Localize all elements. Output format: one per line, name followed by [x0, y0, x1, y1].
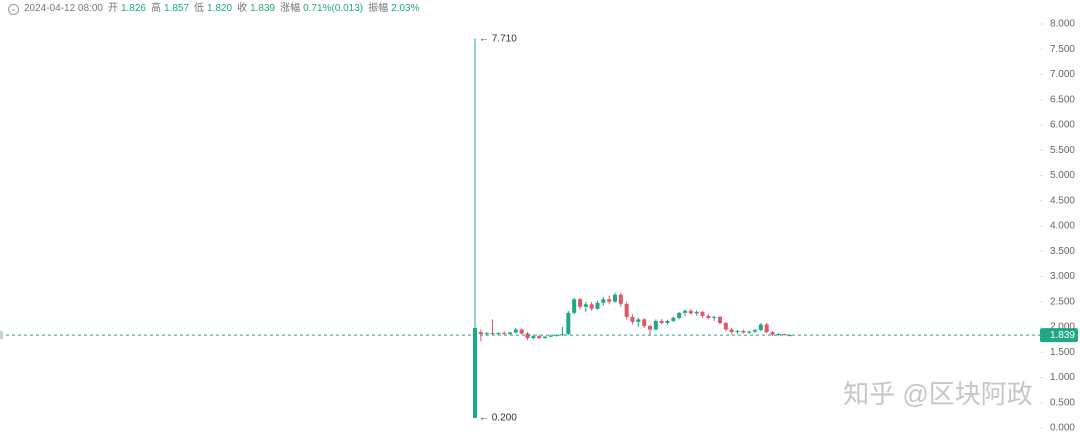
candle-body	[677, 312, 682, 318]
header-value: 0.71%(0.013)	[303, 3, 364, 14]
y-tick-label: 4.500	[1050, 195, 1075, 206]
header-value: 1.826	[120, 3, 146, 14]
candle-body	[525, 333, 530, 339]
candle-body	[548, 335, 553, 337]
candle-body	[671, 317, 676, 321]
candle-body	[758, 324, 763, 331]
header-value: 1.857	[164, 3, 190, 14]
candle-body	[735, 331, 740, 333]
candle-body	[659, 320, 664, 323]
candle-body	[583, 304, 588, 307]
candle-body	[531, 336, 536, 339]
header-time: 2024-04-12 08:00	[24, 3, 103, 14]
candle-body	[770, 332, 775, 335]
y-tick-label: 8.000	[1050, 19, 1075, 30]
y-tick-label: 6.000	[1050, 120, 1075, 131]
ohlc-header: ⌄ 2024-04-12 08:00 开 1.826 高 1.857 低 1.820 收 1.…	[8, 2, 425, 16]
candle-body	[572, 299, 577, 313]
candle-body	[694, 311, 699, 314]
candle-body	[508, 332, 512, 335]
candle-body	[630, 316, 635, 322]
candle-body	[560, 334, 565, 336]
candle-body	[753, 330, 757, 332]
header-value: 1.820	[207, 3, 233, 14]
candle-body	[490, 333, 495, 335]
candle-body	[718, 316, 722, 323]
candle-body	[589, 304, 594, 309]
candle-body	[595, 302, 600, 309]
candle-body	[502, 333, 507, 335]
candle-body	[601, 299, 606, 303]
y-tick-label: 7.000	[1050, 69, 1075, 80]
header-value: 1.839	[250, 3, 276, 14]
collapse-icon[interactable]: ⌄	[8, 3, 19, 15]
candle-body	[665, 320, 670, 323]
candle-body	[642, 319, 647, 326]
crosshair-marker	[0, 331, 3, 340]
header-label: 低	[194, 3, 205, 14]
candle-body	[473, 328, 477, 418]
y-tick-label: 6.500	[1050, 94, 1075, 105]
candle-body	[554, 335, 559, 337]
price-annotation: ← 0.200	[479, 413, 517, 424]
y-tick-label: 3.500	[1050, 246, 1075, 257]
candle-body	[613, 294, 617, 302]
last-price-tag-bg	[1040, 328, 1078, 343]
candle-body	[747, 331, 752, 333]
price-annotation: ← 7.710	[479, 33, 517, 44]
y-tick-label: 5.000	[1050, 170, 1075, 181]
candle-body	[683, 310, 687, 313]
y-tick-label: 5.500	[1050, 145, 1075, 156]
header-label: 收	[237, 3, 248, 14]
last-price-tag: 1.839	[1050, 330, 1075, 341]
candle-body	[723, 322, 728, 330]
candle-body	[513, 329, 518, 333]
candle-body	[478, 332, 483, 335]
candle-body	[688, 310, 693, 314]
candle-body	[519, 329, 524, 334]
candle-body	[566, 312, 571, 335]
y-tick-label: 2.000	[1050, 322, 1075, 333]
header-label: 高	[151, 3, 161, 14]
candle-body	[496, 333, 501, 335]
candle-body	[741, 331, 746, 333]
candle-body	[729, 329, 734, 333]
candle-body	[712, 316, 717, 318]
y-tick-label: 1.500	[1050, 347, 1075, 358]
y-tick-label: 0.000	[1050, 423, 1075, 434]
candle-body	[788, 335, 792, 337]
candle-body	[484, 333, 489, 335]
header-value: 2.03%	[391, 3, 420, 14]
candle-body	[653, 320, 658, 330]
y-tick-label: 4.000	[1050, 221, 1075, 232]
candle-body	[607, 299, 612, 302]
candle-body	[706, 315, 711, 318]
candle-body	[648, 325, 652, 330]
y-tick-label: 1.000	[1050, 372, 1075, 383]
y-tick-label: 7.500	[1050, 44, 1075, 55]
candle-body	[782, 334, 787, 336]
header-label: 涨幅	[280, 3, 301, 14]
candle-body	[618, 294, 623, 304]
watermark: 知乎 @区块阿政	[843, 379, 1033, 409]
candle-body	[764, 324, 769, 333]
y-tick-label: 0.500	[1050, 397, 1075, 408]
candle-body	[578, 299, 582, 307]
candle-body	[543, 336, 547, 339]
candle-body	[636, 319, 641, 322]
header-label: 开	[107, 3, 118, 14]
header-label: 振幅	[368, 3, 389, 14]
y-tick-label: 2.500	[1050, 296, 1075, 307]
candle-body	[700, 311, 705, 316]
candle-body	[776, 334, 781, 336]
y-tick-label: 3.000	[1050, 271, 1075, 282]
candle-body	[537, 336, 542, 339]
candle-body	[624, 303, 629, 317]
